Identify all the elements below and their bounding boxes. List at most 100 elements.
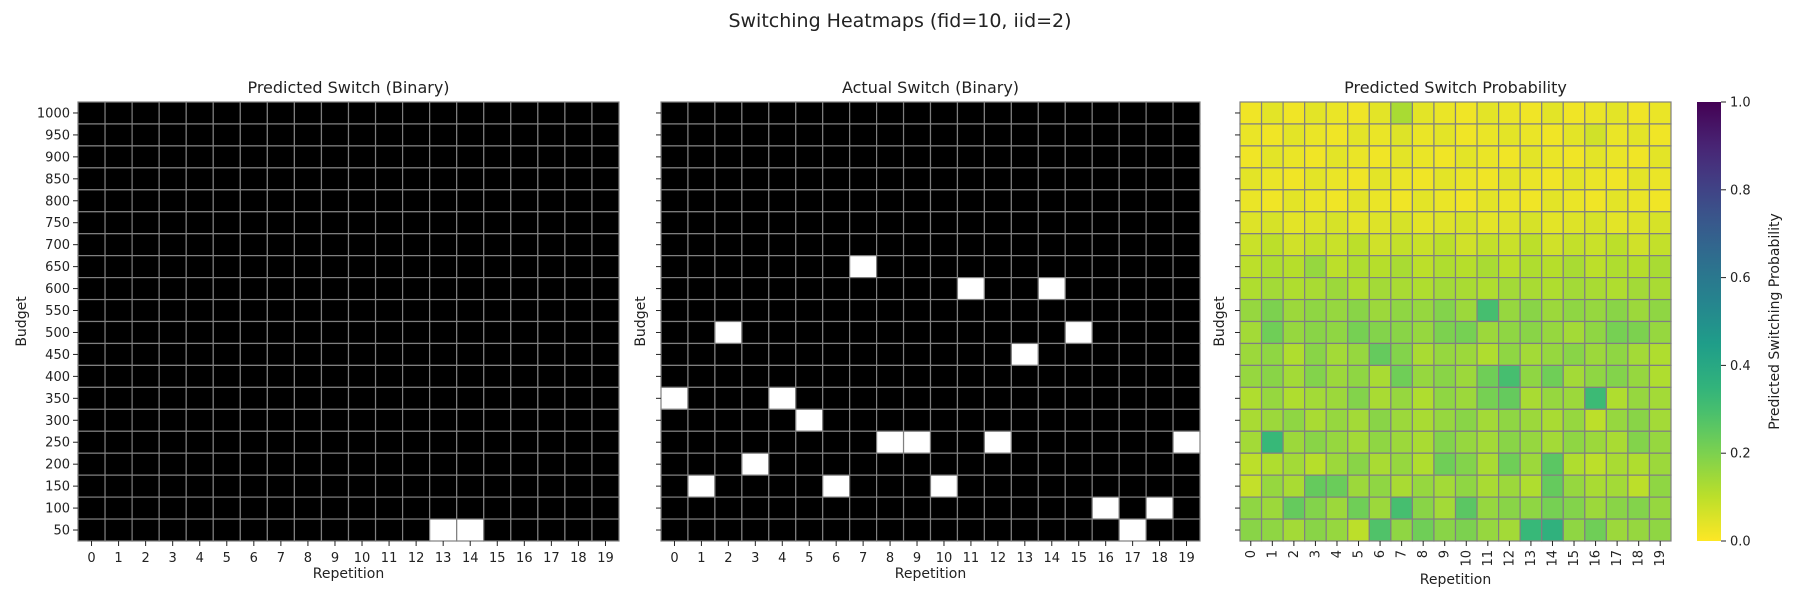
heatmap-cell [1145,255,1174,279]
heatmap-cell [1454,233,1478,257]
heatmap-cell [714,320,743,345]
heatmap-cell [1239,430,1263,454]
heatmap-cell [1368,101,1392,125]
heatmap-cell [1605,298,1629,323]
heatmap-cell [795,145,824,169]
heatmap-cell [77,123,106,147]
heatmap-cell [849,277,878,301]
heatmap-cell [983,496,1012,520]
heatmap-panel-1: Predicted Switch (Binary)0 1 2 3 4 5 6 7 8 9 10 11 1… [14,78,620,582]
heatmap-cell [1118,298,1147,323]
heatmap-cell [212,474,241,498]
heatmap-cell [687,408,716,432]
heatmap-cell [104,233,133,257]
heatmap-cell [185,255,214,279]
heatmap-cell [158,145,187,169]
heatmap-cell [429,386,458,410]
x-tick-label: 4 [778,551,786,566]
heatmap-cell [768,101,797,125]
heatmap-cell [1584,233,1607,257]
heatmap-cell [1064,255,1093,279]
heatmap-cell [1433,298,1457,323]
heatmap-cell [185,145,214,169]
heatmap-cell [212,298,241,323]
heatmap-cell [1584,320,1607,345]
heatmap-cell [1037,474,1066,498]
x-tick-label: 14 [1044,551,1061,566]
heatmap-cell [1304,518,1327,542]
y-tick-label: 600 [45,282,70,297]
heatmap-cell [1145,452,1174,476]
heatmap-cell [483,320,512,345]
heatmap-cell [266,342,296,367]
heatmap-cell [795,277,824,301]
heatmap-cell [983,145,1012,169]
heatmap-cell [483,101,512,125]
heatmap-cell [1091,189,1120,213]
heatmap-cell [185,518,214,542]
heatmap-cell [1282,386,1306,410]
heatmap-cell [239,452,268,476]
heatmap-cell [1091,298,1120,323]
heatmap-cell [402,474,431,498]
heatmap-cell [104,386,133,410]
heatmap-cell [1064,189,1093,213]
heatmap-cell [212,518,241,542]
heatmap-cell [1648,167,1672,191]
heatmap-cell [1648,255,1672,279]
heatmap-cell [1347,474,1370,498]
heatmap-cell [660,518,689,542]
heatmap-cell [929,189,959,213]
x-tick-label: 6 [250,551,258,566]
heatmap-cell [77,277,106,301]
heatmap-cell [104,430,133,454]
heatmap-cell [956,123,986,147]
heatmap-cell [1010,211,1039,235]
heatmap-cell [1627,167,1651,191]
heatmap-cell [822,167,851,191]
heatmap-cell [1541,342,1564,367]
heatmap-cell [687,211,716,235]
heatmap-cell [660,167,689,191]
heatmap-cell [1627,211,1651,235]
heatmap-cell [1091,145,1120,169]
heatmap-cell [1010,255,1039,279]
heatmap-cell [347,101,377,125]
heatmap-cell [212,496,241,520]
heatmap-cell [1037,364,1066,388]
heatmap-cell [1325,255,1349,279]
heatmap-cell [1260,430,1284,454]
heatmap-cell [266,189,296,213]
heatmap-cell [1562,386,1586,410]
heatmap-cell [483,452,512,476]
heatmap-cell [741,386,770,410]
heatmap-cell [795,211,824,235]
heatmap-cell [1433,167,1457,191]
heatmap-cell [402,364,431,388]
heatmap-cell [1390,298,1413,323]
heatmap-cell [320,452,350,476]
heatmap-cell [1648,452,1672,476]
heatmap-cell [1172,255,1201,279]
heatmap-cell [1476,320,1500,345]
heatmap-cell [185,496,214,520]
x-tick-label: 0 [1244,550,1259,558]
heatmap-cell [1627,474,1651,498]
heatmap-cell [239,320,268,345]
heatmap-cell [212,255,241,279]
heatmap-cell [1411,320,1435,345]
x-tick-label: 5 [1352,550,1367,558]
heatmap-cell [902,342,932,367]
heatmap-cell [429,452,458,476]
heatmap-cell [875,496,905,520]
x-tick-label: 18 [1151,551,1168,566]
heatmap-cell [1239,123,1263,147]
heatmap-cell [564,518,593,542]
heatmap-cell [1584,298,1607,323]
heatmap-cell [902,123,932,147]
heatmap-cell [483,145,512,169]
heatmap-cell [483,189,512,213]
heatmap-cell [1037,298,1066,323]
heatmap-cell [1368,189,1392,213]
heatmap-cell [1433,386,1457,410]
